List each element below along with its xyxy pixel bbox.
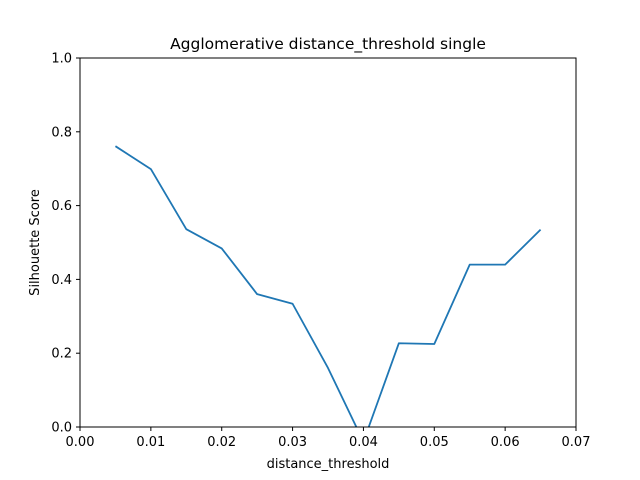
x-tick-label: 0.01	[136, 435, 165, 450]
x-tick-label: 0.07	[562, 435, 591, 450]
x-tick-label: 0.05	[420, 435, 449, 450]
series-layer	[114, 145, 542, 427]
y-axis: 0.0 0.2 0.4 0.6 0.8 1.0	[51, 52, 80, 436]
y-tick-label: 1.0	[51, 52, 72, 67]
x-tick-label: 0.06	[491, 435, 520, 450]
x-axis-label: distance_threshold	[267, 457, 390, 472]
x-axis: 0.00 0.01 0.02 0.03 0.04 0.05 0.06 0.07	[66, 427, 591, 450]
x-tick-label: 0.00	[66, 435, 95, 450]
x-tick-label: 0.04	[349, 435, 378, 450]
x-tick-label: 0.02	[207, 435, 236, 450]
y-tick-label: 0.0	[51, 421, 72, 436]
series-line	[114, 145, 542, 427]
y-tick-label: 0.4	[51, 273, 72, 288]
y-axis-label: Silhouette Score	[28, 189, 43, 296]
y-tick-label: 0.6	[51, 199, 72, 214]
chart-title: Agglomerative distance_threshold single	[170, 35, 486, 54]
y-tick-label: 0.8	[51, 125, 72, 140]
y-tick-label: 0.2	[51, 347, 72, 362]
x-tick-label: 0.03	[278, 435, 307, 450]
plot-frame	[79, 57, 577, 428]
